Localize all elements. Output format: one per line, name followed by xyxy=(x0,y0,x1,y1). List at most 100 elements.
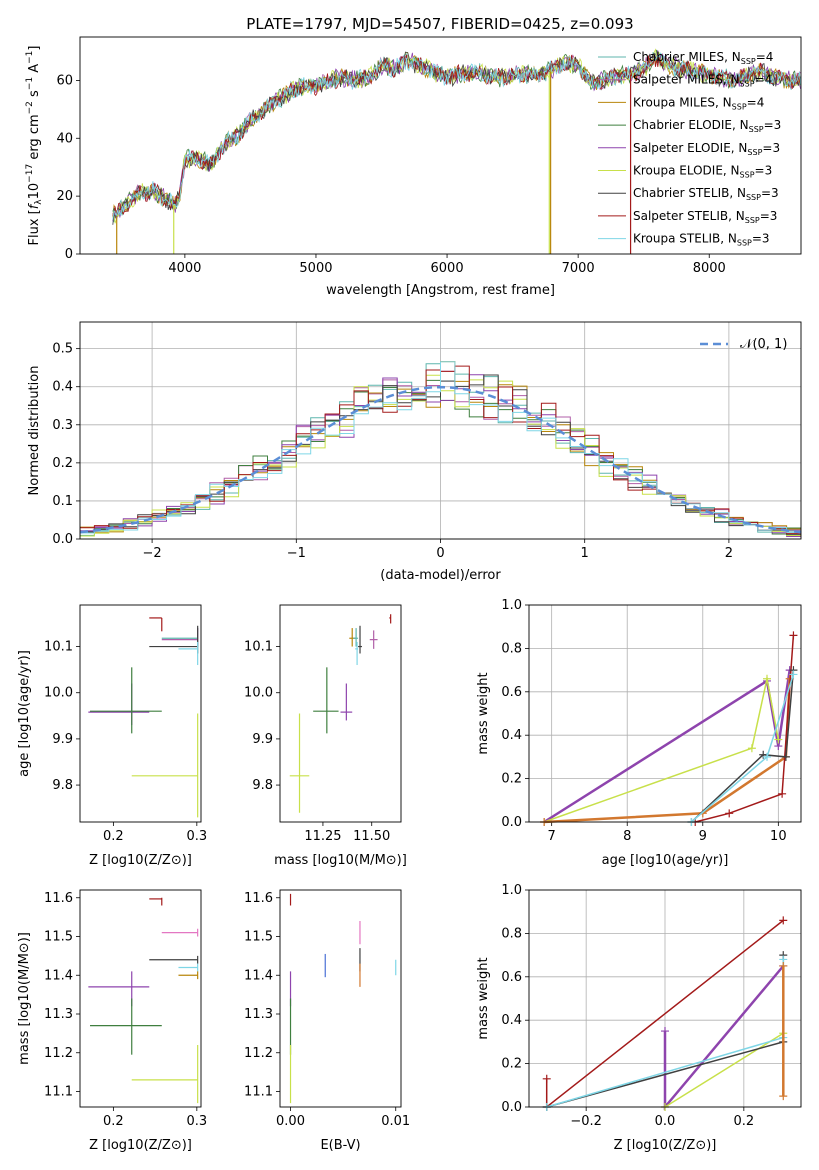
residual-hist-xtick-label: 2 xyxy=(725,546,733,561)
spectrum-frame xyxy=(79,36,802,255)
mass-vs-ebv-ytick-label: 11.2 xyxy=(244,1046,273,1061)
mass-vs-ebv-xtick-label: 0.00 xyxy=(276,1114,305,1129)
age-vs-mass-ytick-label: 10.1 xyxy=(244,640,273,655)
mass-vs-ebv-ytick-label: 11.6 xyxy=(244,891,273,906)
spectrum-xtick-label: 7000 xyxy=(562,261,595,276)
weight-vs-age-ytick-label: 0.2 xyxy=(501,772,522,787)
age-vs-z-ytick-label: 10.1 xyxy=(44,640,73,655)
weight-vs-age-frame xyxy=(528,604,802,823)
spectrum-series-line xyxy=(112,54,801,216)
mass-vs-ebv-ytick-label: 11.5 xyxy=(244,930,273,945)
weight-vs-z-ytick-label: 0.2 xyxy=(501,1057,522,1072)
weight-vs-z-xtick-label: −0.2 xyxy=(570,1114,602,1129)
weight-vs-age-point-marker xyxy=(747,744,756,753)
weight-vs-age-xtick-label: 9 xyxy=(699,829,707,844)
weight-vs-z-xtick-label: 0.2 xyxy=(733,1114,754,1129)
legend-label: Chabrier STELIB, NSSP=3 xyxy=(633,186,779,202)
spectrum-xtick-label: 5000 xyxy=(299,261,332,276)
legend-label: Kroupa STELIB, NSSP=3 xyxy=(633,232,770,248)
residual-hist-ytick-label: 0.1 xyxy=(52,494,73,509)
mass-vs-ebv-frame xyxy=(279,889,402,1108)
weight-vs-z-series-line xyxy=(663,965,785,1111)
age-vs-z-ytick-label: 9.9 xyxy=(52,732,73,747)
age-vs-mass-xtick-label: 11.25 xyxy=(304,829,341,844)
weight-vs-age-ytick-label: 1.0 xyxy=(501,598,522,613)
legend-label: Salpeter MILES, NSSP=4 xyxy=(633,73,772,89)
weight-vs-z-ytick-label: 0.6 xyxy=(501,970,522,985)
weight-vs-age-xtick-label: 8 xyxy=(623,829,631,844)
mass-vs-ebv-xlabel: E(B-V) xyxy=(320,1138,360,1153)
age-vs-mass-ytick-label: 9.8 xyxy=(252,778,273,793)
weight-vs-age-ytick-label: 0.6 xyxy=(501,685,522,700)
spectrum-xlabel: wavelength [Angstrom, rest frame] xyxy=(326,283,555,298)
weight-vs-age-series-line xyxy=(695,635,795,823)
weight-vs-z-point-marker xyxy=(779,961,788,970)
spectrum-xtick-label: 4000 xyxy=(168,261,201,276)
age-vs-z-frame xyxy=(79,604,202,823)
mass-vs-ebv-xtick-label: 0.01 xyxy=(381,1114,410,1129)
weight-vs-z-series-line xyxy=(664,1032,784,1108)
weight-vs-age-ytick-label: 0.0 xyxy=(501,815,522,830)
mass-vs-z-ytick-label: 11.1 xyxy=(44,1085,73,1100)
weight-vs-age-point-marker xyxy=(763,674,771,683)
mass-vs-z-xtick-label: 0.3 xyxy=(186,1114,207,1129)
spectrum-ytick-label: 40 xyxy=(56,131,73,146)
weight-vs-age-point-marker xyxy=(789,670,798,679)
residual-hist-ytick-label: 0.0 xyxy=(52,532,73,547)
spectrum-series-line xyxy=(112,52,801,220)
legend-label: Chabrier ELODIE, NSSP=3 xyxy=(633,118,781,134)
age-vs-mass-ytick-label: 10.0 xyxy=(244,686,273,701)
spectrum-ytick-label: 20 xyxy=(56,189,73,204)
weight-vs-z-point-marker xyxy=(779,1092,788,1101)
age-vs-z-xtick-label: 0.2 xyxy=(103,829,124,844)
mass-vs-z-ytick-label: 11.6 xyxy=(44,891,73,906)
spectrum-series-line xyxy=(112,51,801,225)
residual-hist-xtick-label: −2 xyxy=(143,546,162,561)
residual-hist-ytick-label: 0.4 xyxy=(52,380,73,395)
weight-vs-age-point-marker xyxy=(778,789,787,798)
weight-vs-age-series-line xyxy=(690,670,795,823)
weight-vs-z-point-marker xyxy=(661,1027,669,1036)
mass-vs-z-xlabel: Z [log10(Z/Z⊙)] xyxy=(89,1138,192,1153)
residual-hist-legend-label: 𝒩(0, 1) xyxy=(740,337,787,352)
spectrum-ylabel: Flux [fλ10−17 erg cm−2 s−1 A−1] xyxy=(25,46,44,246)
age-vs-mass-xlabel: mass [log10(M/M⊙)] xyxy=(274,853,407,868)
weight-vs-z-ytick-label: 1.0 xyxy=(501,883,522,898)
mass-vs-z-xtick-label: 0.2 xyxy=(103,1114,124,1129)
weight-vs-z-ytick-label: 0.4 xyxy=(501,1013,522,1028)
mass-vs-ebv-ytick-label: 11.1 xyxy=(244,1085,273,1100)
weight-vs-age-point-marker xyxy=(789,631,798,640)
spectrum-ytick-label: 0 xyxy=(65,247,73,262)
weight-vs-age-xtick-label: 10 xyxy=(770,829,787,844)
weight-vs-z-xtick-label: 0.0 xyxy=(655,1114,676,1129)
weight-vs-z-ylabel: mass weight xyxy=(476,957,491,1039)
age-vs-z-xlabel: Z [log10(Z/Z⊙)] xyxy=(89,853,192,868)
weight-vs-age-point-marker xyxy=(781,752,790,761)
age-vs-mass-ytick-label: 9.9 xyxy=(252,732,273,747)
weight-vs-age-xlabel: age [log10(age/yr)] xyxy=(602,853,729,868)
weight-vs-age-point-marker xyxy=(774,735,783,744)
age-vs-z-ytick-label: 10.0 xyxy=(44,686,73,701)
weight-vs-age-series-line xyxy=(544,678,791,824)
weight-vs-z-ytick-label: 0.8 xyxy=(501,926,522,941)
weight-vs-age-series-line xyxy=(543,678,780,823)
age-vs-z-ylabel: age [log10(age/yr)] xyxy=(17,650,32,777)
residual-hist-frame xyxy=(79,321,802,540)
residual-hist-ytick-label: 0.3 xyxy=(52,418,73,433)
legend-label: Kroupa ELODIE, NSSP=3 xyxy=(633,164,772,180)
residual-hist-xlabel: (data-model)/error xyxy=(380,568,501,583)
legend-label: Kroupa MILES, NSSP=4 xyxy=(633,95,764,111)
weight-vs-age-xtick-label: 7 xyxy=(548,829,556,844)
age-vs-z-ytick-label: 9.8 xyxy=(52,778,73,793)
residual-hist-ylabel: Normed distribution xyxy=(27,366,42,496)
mass-vs-z-ytick-label: 11.4 xyxy=(44,968,73,983)
spectrum-xtick-label: 8000 xyxy=(693,261,726,276)
residual-hist-xtick-label: −1 xyxy=(287,546,306,561)
weight-vs-z-point-marker xyxy=(779,916,788,925)
weight-vs-z-ytick-label: 0.0 xyxy=(501,1100,522,1115)
weight-vs-age-point-marker xyxy=(763,752,771,761)
mass-vs-z-ylabel: mass [log10(M/M⊙)] xyxy=(17,932,32,1065)
residual-hist-xtick-label: 0 xyxy=(436,546,444,561)
mass-vs-ebv-ytick-label: 11.3 xyxy=(244,1007,273,1022)
